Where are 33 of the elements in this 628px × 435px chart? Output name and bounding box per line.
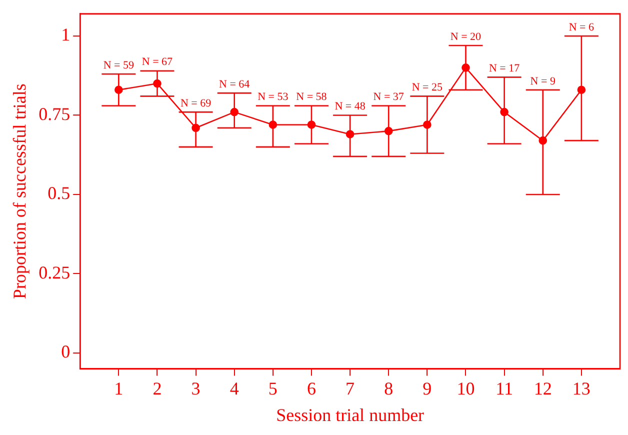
annotation: N = 17	[488, 62, 520, 75]
x-tick-label: 7	[346, 378, 355, 398]
y-tick-label: 0.75	[38, 104, 70, 124]
x-tick-label: 6	[306, 378, 316, 398]
annotation: N = 25	[412, 82, 443, 94]
y-tick-label: 0.5	[48, 183, 70, 204]
x-tick-label: 3	[191, 378, 200, 398]
annotation: N = 20	[450, 30, 482, 43]
x-tick-label: 10	[456, 378, 475, 398]
x-tick-label: 11	[496, 378, 513, 398]
y-tick-label: 0.25	[38, 262, 70, 282]
y-tick-label: 1	[61, 24, 70, 45]
x-tick-label: 13	[572, 378, 590, 398]
annotation: N = 9	[530, 75, 556, 88]
x-tick-label: 8	[384, 378, 394, 398]
x-tick-label: 5	[268, 378, 278, 398]
x-tick-label: 2	[152, 378, 162, 398]
x-tick-label: 12	[534, 378, 552, 398]
x-tick-label: 9	[422, 378, 432, 398]
annotation: N = 67	[142, 56, 174, 68]
annotation: N = 59	[103, 59, 134, 72]
x-tick-label: 1	[114, 378, 124, 398]
annotation: N = 48	[334, 100, 366, 113]
x-tick-label: 4	[230, 378, 239, 398]
x-axis-title: Session trial number	[276, 404, 424, 425]
annotation: N = 37	[373, 91, 404, 104]
annotation: N = 6	[568, 21, 595, 34]
annotation: N = 69	[180, 97, 212, 110]
y-tick-label: 0	[61, 342, 70, 362]
annotation: N = 58	[296, 91, 328, 104]
y-axis-title: Proportion of successful trials	[10, 84, 30, 300]
annotation: N = 64	[219, 78, 250, 90]
annotation: N = 53	[258, 91, 289, 104]
